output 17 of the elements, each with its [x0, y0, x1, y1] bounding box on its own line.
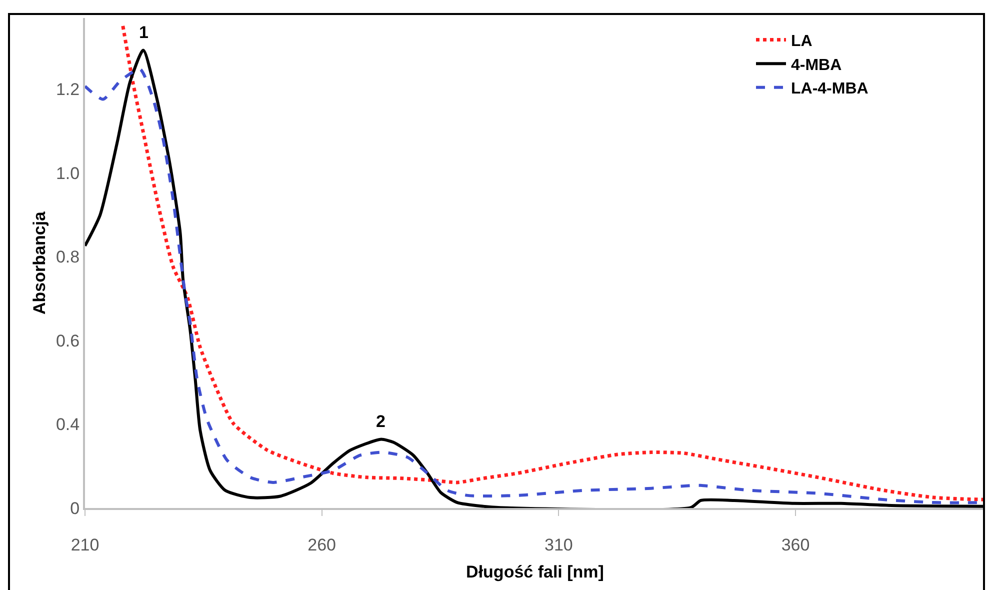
- y-tick-label: 0: [70, 498, 80, 518]
- y-tick-label: 1.0: [56, 164, 80, 183]
- y-tick-label: 0.8: [56, 248, 80, 267]
- y-tick-label: 0.4: [56, 415, 80, 434]
- legend-label: LA: [791, 33, 813, 50]
- legend-label: LA-4-MBA: [791, 80, 869, 98]
- x-tick-label: 310: [544, 535, 573, 554]
- annotation: 1: [139, 23, 148, 42]
- legend-label: 4-MBA: [791, 56, 842, 74]
- annotation: 2: [376, 412, 386, 431]
- y-tick-label: 0.6: [56, 331, 80, 350]
- x-tick-label: 260: [308, 535, 336, 554]
- y-tick-label: 1.2: [56, 80, 80, 100]
- x-axis-title: Długość fali [nm]: [466, 562, 604, 582]
- x-tick-label: 210: [70, 535, 100, 554]
- x-tick-label: 360: [781, 535, 810, 554]
- y-axis-title: Absorbancja: [30, 210, 50, 314]
